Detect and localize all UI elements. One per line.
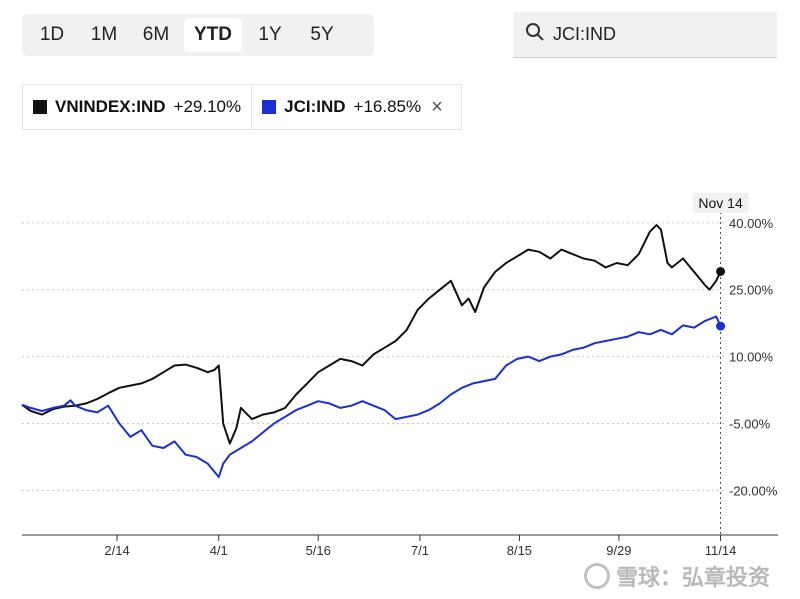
- x-tick-label: 9/29: [606, 543, 631, 558]
- y-tick-label: -20.00%: [729, 483, 778, 498]
- range-tab-ytd[interactable]: YTD: [184, 18, 242, 52]
- range-tab-1d[interactable]: 1D: [39, 24, 65, 45]
- x-tick-label: 2/14: [104, 543, 129, 558]
- crosshair-label-bg: [692, 193, 749, 213]
- range-tab-6m[interactable]: 6M: [142, 24, 170, 45]
- legend-change-vnindex: +29.10%: [173, 97, 242, 116]
- range-tab-1m[interactable]: 1M: [90, 24, 118, 45]
- y-tick-label: 25.00%: [729, 283, 774, 298]
- snowball-logo-icon: [584, 563, 610, 589]
- legend-item-jci[interactable]: JCI:IND +16.85% ×: [251, 85, 453, 129]
- series-line-jci-ind: [21, 315, 722, 478]
- watermark-text: 雪球：弘章投资: [616, 565, 771, 590]
- crosshair-label: Nov 14: [698, 195, 743, 211]
- symbol-search-input[interactable]: JCI:IND: [513, 12, 777, 58]
- x-tick-label: 11/14: [705, 543, 737, 558]
- legend-swatch-jci: [262, 100, 277, 114]
- close-icon[interactable]: ×: [431, 95, 443, 118]
- legend-swatch-vnindex: [33, 100, 47, 114]
- time-range-selector: 1D 1M 6M YTD 1Y 5Y: [22, 14, 374, 56]
- chart-legend: VNINDEX:IND +29.10% JCI:IND +16.85% ×: [22, 84, 462, 130]
- legend-item-vnindex[interactable]: VNINDEX:IND +29.10%: [23, 85, 251, 129]
- x-tick-label: 7/1: [411, 543, 429, 558]
- series-endpoint-jci-ind: [716, 321, 726, 331]
- legend-name-jci: JCI:IND: [284, 97, 346, 116]
- range-tab-1y[interactable]: 1Y: [258, 24, 282, 45]
- range-tab-5y[interactable]: 5Y: [310, 24, 334, 45]
- series-line-vnindex-ind: [21, 224, 722, 445]
- series-endpoint-vnindex-ind: [716, 266, 726, 276]
- search-value: JCI:IND: [553, 24, 616, 44]
- y-tick-label: -5.00%: [729, 417, 771, 432]
- watermark: 雪球：弘章投资: [584, 560, 770, 592]
- x-tick-label: 4/1: [210, 543, 228, 558]
- search-icon: [525, 22, 545, 47]
- legend-name-vnindex: VNINDEX:IND: [55, 97, 166, 116]
- y-tick-label: 10.00%: [729, 350, 774, 365]
- x-tick-label: 5/16: [306, 543, 331, 558]
- y-tick-label: 40.00%: [729, 216, 774, 231]
- x-tick-label: 8/15: [507, 543, 532, 558]
- legend-change-jci: +16.85%: [353, 97, 422, 116]
